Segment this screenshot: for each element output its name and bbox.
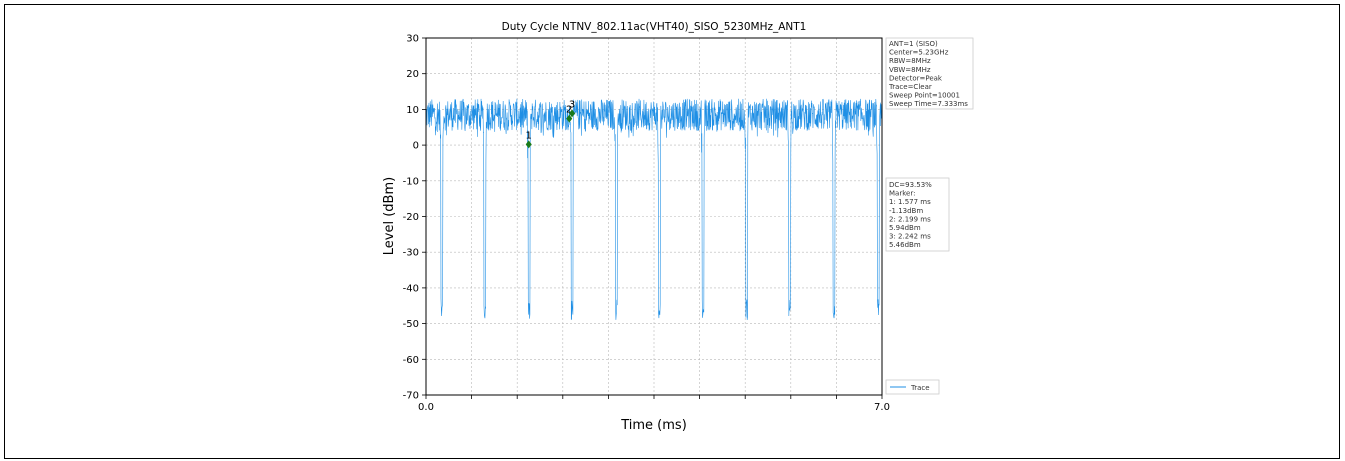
markers: 1 23 bbox=[525, 99, 576, 149]
screenshot-frame bbox=[4, 4, 1340, 459]
y-tick-label: -10 bbox=[403, 176, 419, 187]
y-tick-label: 0 bbox=[413, 141, 419, 152]
x-tick-label: 0.0 bbox=[418, 402, 434, 413]
info-line: DC=93.53% bbox=[889, 181, 932, 189]
marker-3 bbox=[569, 109, 576, 118]
y-tick-label: -20 bbox=[403, 212, 419, 223]
info-line: 5.46dBm bbox=[889, 241, 921, 249]
marker-label: 1 bbox=[526, 130, 532, 141]
x-axis-label: Time (ms) bbox=[620, 418, 687, 433]
info-line: Marker: bbox=[889, 190, 915, 198]
x-axis-ticks: 0.0 7.0 bbox=[418, 395, 890, 413]
y-tick-label: -50 bbox=[403, 319, 419, 330]
info-line: 2: 2.199 ms bbox=[889, 215, 931, 223]
marker-label: 3 bbox=[569, 99, 575, 110]
settings-info-box: ANT=1 (SISO)Center=5.23GHzRBW=8MHzVBW=8M… bbox=[885, 37, 974, 110]
legend-label-trace: Trace bbox=[910, 384, 930, 392]
info-line: VBW=8MHz bbox=[889, 66, 931, 74]
marker-label: 2 bbox=[566, 105, 572, 116]
trace-line bbox=[425, 98, 883, 321]
y-tick-label: 10 bbox=[406, 105, 419, 116]
info-line: -1.13dBm bbox=[889, 207, 923, 215]
info-line: ANT=1 (SISO) bbox=[889, 40, 938, 48]
info-line: 1: 1.577 ms bbox=[889, 198, 931, 206]
grid bbox=[426, 38, 882, 395]
y-tick-label: -30 bbox=[403, 248, 419, 259]
x-tick-label: 7.0 bbox=[874, 402, 890, 413]
y-tick-label: 20 bbox=[406, 69, 419, 80]
chart-title: Duty Cycle NTNV_802.11ac(VHT40)_SISO_523… bbox=[502, 21, 807, 33]
info-line: 5.94dBm bbox=[889, 224, 921, 232]
legend: Trace bbox=[885, 379, 940, 395]
y-axis-ticks: 30 20 10 0 -10 -20 -30 -40 -50 -60 -70 bbox=[403, 34, 426, 402]
info-line: Detector=Peak bbox=[889, 74, 943, 82]
marker-1 bbox=[525, 140, 532, 149]
marker-2 bbox=[566, 114, 573, 123]
y-axis-label: Level (dBm) bbox=[382, 177, 397, 255]
info-line: Trace=Clear bbox=[888, 83, 932, 91]
info-line: 3: 2.242 ms bbox=[889, 233, 931, 241]
info-line: Center=5.23GHz bbox=[889, 49, 949, 57]
info-line: Sweep Time=7.333ms bbox=[889, 100, 968, 108]
trace-series bbox=[425, 98, 883, 321]
y-tick-label: -60 bbox=[403, 355, 419, 366]
info-line: RBW=8MHz bbox=[889, 57, 931, 65]
y-tick-label: -70 bbox=[403, 391, 419, 402]
info-line: Sweep Point=10001 bbox=[889, 92, 960, 100]
y-tick-label: -40 bbox=[403, 283, 419, 294]
y-tick-label: 30 bbox=[406, 34, 419, 45]
